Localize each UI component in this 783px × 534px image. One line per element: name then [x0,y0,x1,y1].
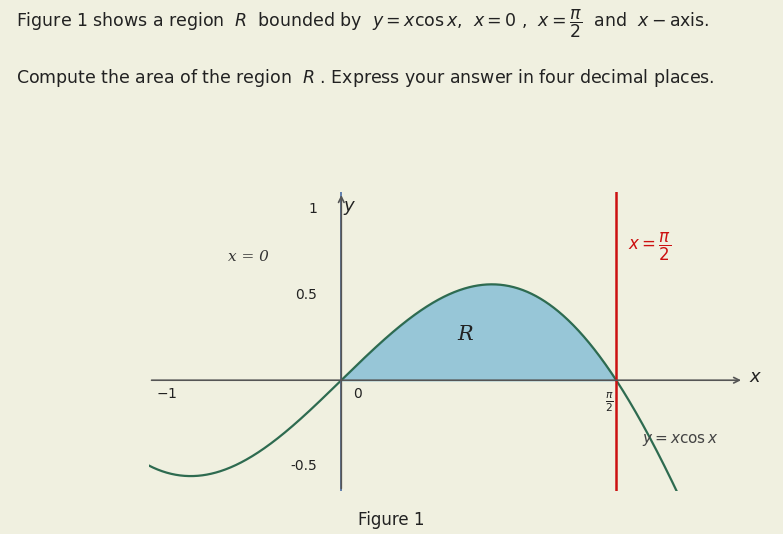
Text: -0.5: -0.5 [290,459,317,473]
Text: 0: 0 [353,387,362,401]
Text: x: x [749,368,760,386]
Text: y: y [343,198,354,215]
Text: $\frac{\pi}{2}$: $\frac{\pi}{2}$ [604,390,614,414]
Text: Figure 1: Figure 1 [359,511,424,529]
Text: Compute the area of the region  $R$ . Express your answer in four decimal places: Compute the area of the region $R$ . Exp… [16,67,714,89]
Text: $-1$: $-1$ [156,387,177,401]
Text: R: R [457,325,473,343]
Text: 1: 1 [309,202,317,216]
Text: Figure 1 shows a region  $R$  bounded by  $y = x\cos x$,  $x=0$ ,  $x=\dfrac{\pi: Figure 1 shows a region $R$ bounded by $… [16,8,709,41]
Text: $x = \dfrac{\pi}{2}$: $x = \dfrac{\pi}{2}$ [629,231,672,263]
Text: $y = x\cos x$: $y = x\cos x$ [642,432,719,448]
Text: x = 0: x = 0 [228,250,269,264]
Text: 0.5: 0.5 [296,288,317,302]
